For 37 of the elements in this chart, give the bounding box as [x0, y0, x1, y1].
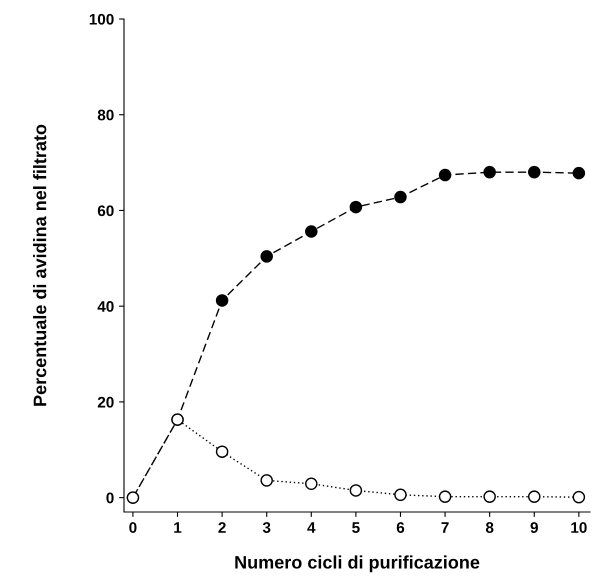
point — [394, 190, 407, 204]
x-tick-label: 8 — [486, 522, 494, 533]
point — [305, 225, 318, 238]
point — [528, 490, 541, 503]
x-tick-label: 2 — [218, 522, 226, 533]
x-tick-label: 5 — [352, 522, 360, 533]
point — [350, 200, 362, 214]
point — [483, 166, 496, 178]
x-tick-label: 3 — [262, 522, 270, 533]
y-axis-title: Percentuale di avidina nel filtrato — [33, 124, 46, 406]
point — [528, 166, 541, 178]
x-tick-label: 7 — [441, 522, 449, 533]
x-axis-title: Numero cicli di purificazione — [235, 555, 480, 572]
y-tick-label: 20 — [98, 396, 114, 408]
point — [216, 294, 228, 307]
point — [572, 166, 586, 180]
y-tick-label: 40 — [98, 301, 114, 312]
x-tick-label: 4 — [307, 522, 316, 533]
point — [260, 250, 273, 263]
point — [572, 490, 586, 504]
point — [438, 490, 452, 503]
y-tick-label: 0 — [106, 492, 114, 504]
y-tick-label: 80 — [98, 110, 114, 120]
x-tick-label: 9 — [530, 522, 538, 533]
point — [394, 488, 407, 502]
point — [260, 474, 273, 487]
point — [350, 484, 362, 497]
point — [305, 478, 318, 490]
y-tick-label: 100 — [90, 14, 114, 25]
point — [438, 168, 452, 182]
x-tick-label: 6 — [396, 522, 404, 533]
x-tick-label: 10 — [571, 522, 587, 533]
y-tick-label: 60 — [98, 205, 114, 216]
point — [483, 490, 496, 503]
x-tick-label: 1 — [174, 522, 182, 533]
point — [216, 445, 228, 458]
x-tick-label: 0 — [129, 522, 137, 533]
